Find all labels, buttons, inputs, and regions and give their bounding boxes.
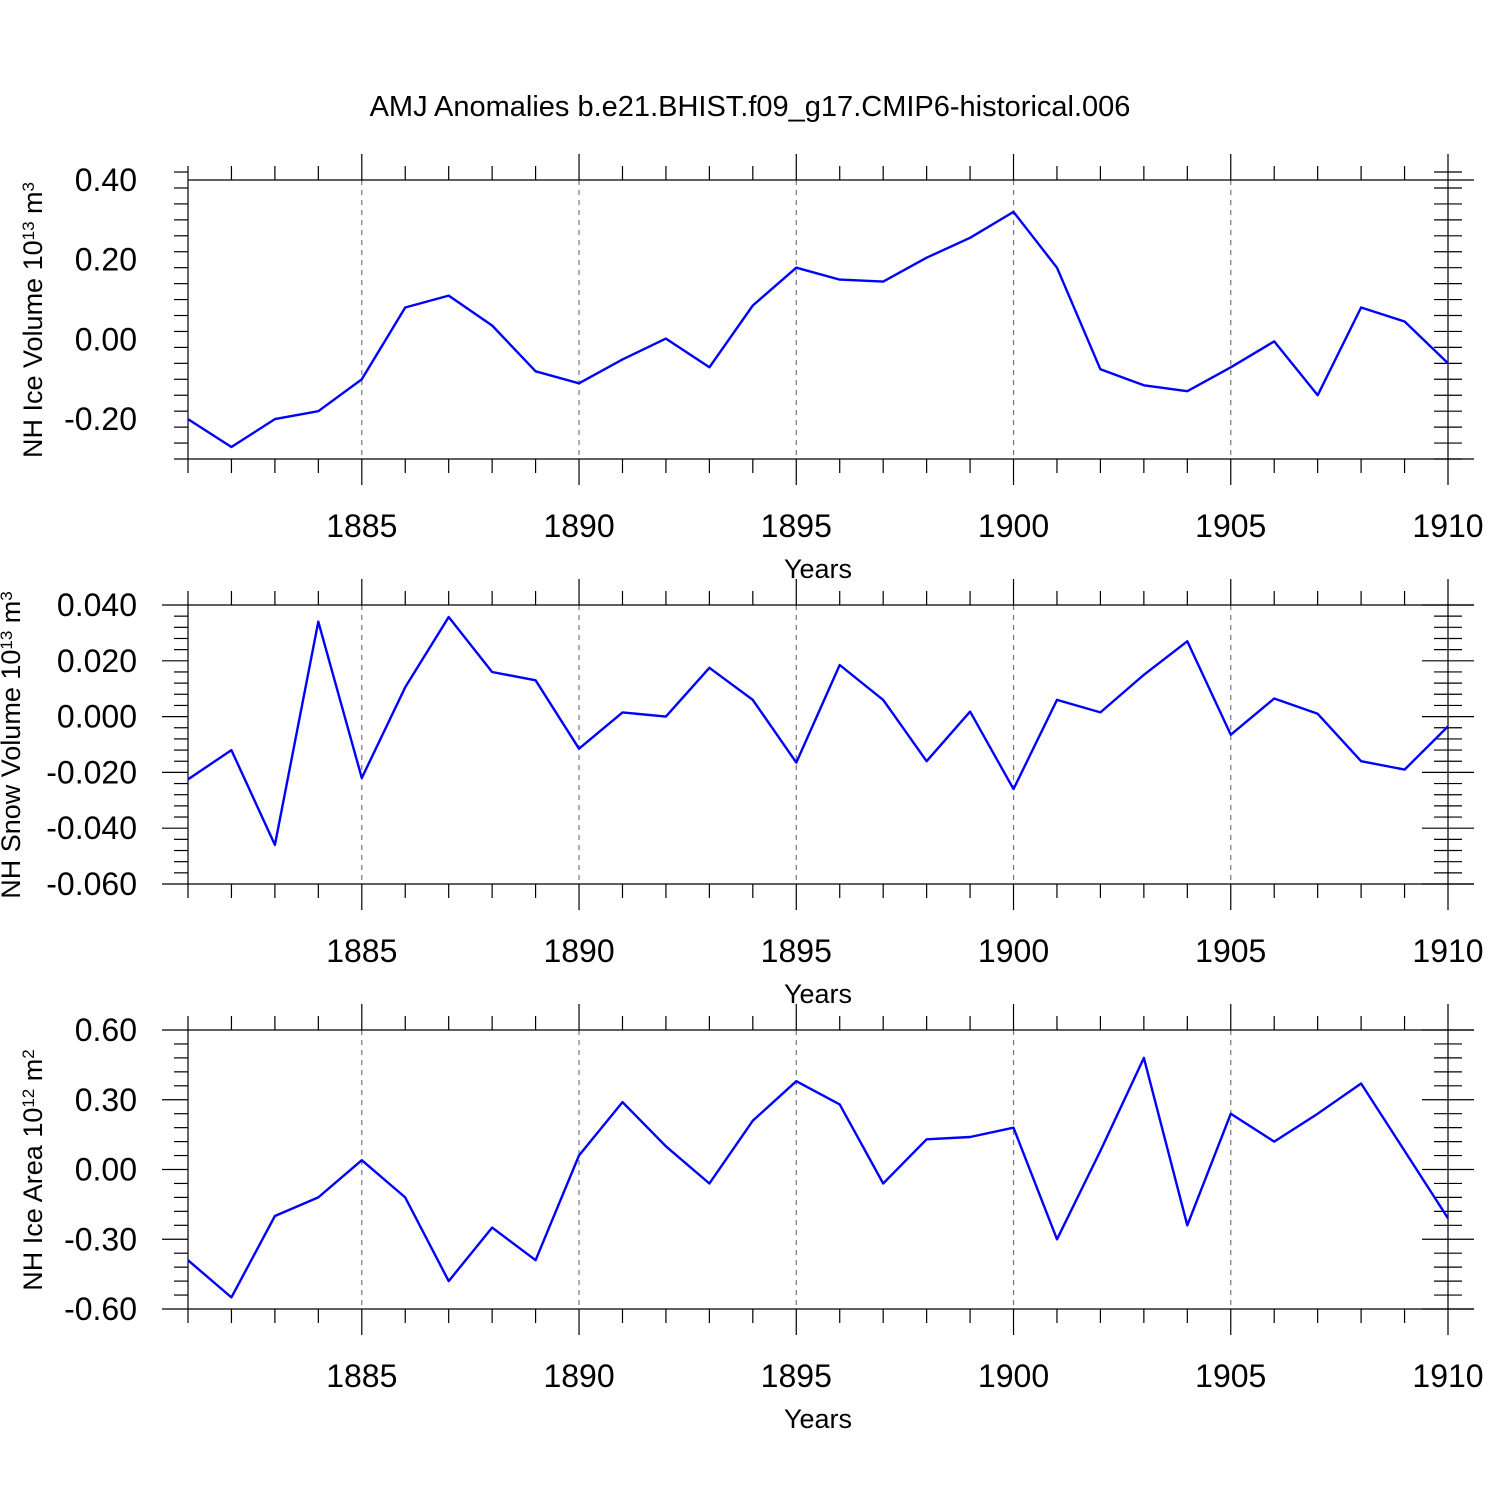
x-tick-label: 1890 — [543, 508, 614, 544]
y-tick-label: -0.060 — [46, 866, 137, 902]
panel-2: -0.060 -0.040 -0.020 0.000 0.020 0.040 1885 189… — [0, 579, 1484, 1009]
y-tick-label: -0.20 — [64, 401, 137, 437]
y-axis-label-part: NH Ice Area 10 — [18, 1108, 48, 1291]
x-axis-label: Years — [784, 554, 852, 584]
x-tick-label: 1910 — [1412, 508, 1483, 544]
y-axis-label: NH Snow Volume 1013 m3 — [0, 591, 26, 899]
y-axis-label-superscript: 3 — [0, 591, 16, 600]
x-tick-label: 1905 — [1195, 508, 1266, 544]
figure-title: AMJ Anomalies b.e21.BHIST.f09_g17.CMIP6-… — [370, 91, 1131, 123]
y-tick-label: 0.040 — [57, 587, 137, 623]
x-tick-label: 1885 — [326, 933, 397, 969]
x-tick-label: 1905 — [1195, 1358, 1266, 1394]
panels: -0.20 0.00 0.20 0.40 1885 1890 1895 1900 1905 191… — [0, 154, 1484, 1434]
y-tick-label: -0.020 — [46, 754, 137, 790]
y-tick-label: 0.000 — [57, 699, 137, 735]
y-tick-label: 0.60 — [75, 1012, 137, 1048]
x-tick-label: 1900 — [978, 1358, 1049, 1394]
y-tick-label: 0.40 — [75, 162, 137, 198]
y-tick-label: 0.30 — [75, 1082, 137, 1118]
panel-1: -0.20 0.00 0.20 0.40 1885 1890 1895 1900 1905 191… — [18, 154, 1484, 584]
y-axis-label-part: m — [0, 601, 26, 631]
y-axis-label-superscript: 2 — [19, 1049, 38, 1058]
x-tick-label: 1905 — [1195, 933, 1266, 969]
y-axis-label-part: m — [18, 1059, 48, 1089]
y-axis-label-part: NH Ice Volume 10 — [18, 240, 48, 458]
x-tick-label: 1885 — [326, 1358, 397, 1394]
y-tick-label: 0.20 — [75, 242, 137, 278]
y-tick-label: 0.020 — [57, 643, 137, 679]
y-tick-label: -0.040 — [46, 810, 137, 846]
y-axis-label-superscript: 3 — [19, 182, 38, 191]
panel-3: -0.60 -0.30 0.00 0.30 0.60 1885 1890 1895 1900 19… — [18, 1004, 1484, 1434]
x-tick-label: 1885 — [326, 508, 397, 544]
series-line-nh-ice-volume — [187, 210, 1449, 449]
y-axis-label: NH Ice Volume 1013 m3 — [18, 182, 48, 458]
y-tick-label: 0.00 — [75, 321, 137, 357]
series-line-nh-snow-volume — [187, 615, 1449, 847]
x-axis-label: Years — [784, 979, 852, 1009]
y-axis-label-superscript: 13 — [0, 631, 16, 650]
x-tick-label: 1895 — [761, 933, 832, 969]
x-tick-label: 1895 — [761, 1358, 832, 1394]
y-axis-label-superscript: 13 — [19, 221, 38, 240]
y-axis-label-part: NH Snow Volume 10 — [0, 650, 26, 899]
y-axis-label-superscript: 12 — [19, 1089, 38, 1108]
series-line-nh-ice-area — [187, 1056, 1450, 1299]
x-tick-label: 1900 — [978, 933, 1049, 969]
y-axis-label-part: m — [18, 191, 48, 221]
y-axis-label: NH Ice Area 1012 m2 — [18, 1049, 48, 1290]
x-tick-label: 1890 — [543, 933, 614, 969]
y-tick-label: -0.60 — [64, 1291, 137, 1327]
x-tick-label: 1890 — [543, 1358, 614, 1394]
x-tick-label: 1910 — [1412, 1358, 1483, 1394]
x-tick-label: 1895 — [761, 508, 832, 544]
x-axis-label: Years — [784, 1404, 852, 1434]
y-tick-label: -0.30 — [64, 1221, 137, 1257]
x-tick-label: 1910 — [1412, 933, 1483, 969]
y-tick-label: 0.00 — [75, 1152, 137, 1188]
x-tick-label: 1900 — [978, 508, 1049, 544]
